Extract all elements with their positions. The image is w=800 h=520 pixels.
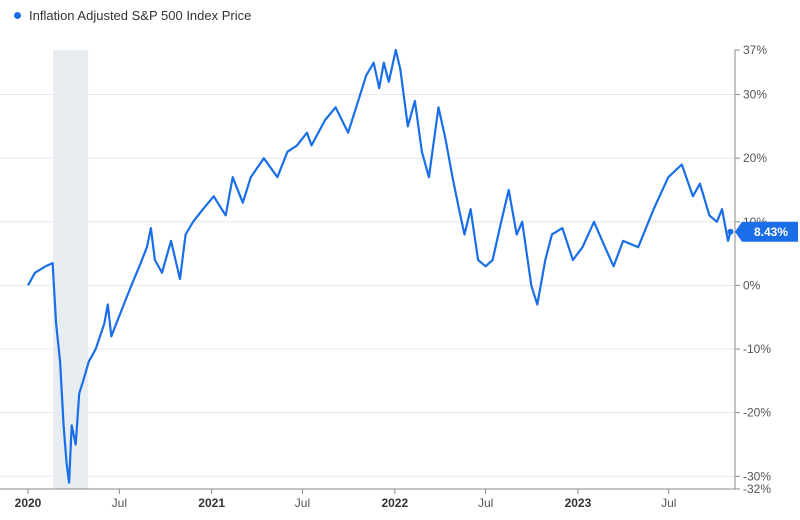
x-tick-label: 2021 <box>198 496 225 510</box>
last-value-label: 8.43% <box>754 225 788 239</box>
last-point-marker <box>727 228 734 235</box>
legend-label: Inflation Adjusted S&P 500 Index Price <box>29 8 252 23</box>
y-tick-label: 30% <box>743 88 767 102</box>
y-tick-label: -10% <box>743 342 771 356</box>
y-tick-label: -30% <box>743 469 771 483</box>
series-line <box>27 48 732 484</box>
last-value-badge <box>735 221 798 242</box>
x-tick-label: Jul <box>478 496 493 510</box>
y-tick-label: 37% <box>743 43 767 57</box>
legend-marker-icon <box>14 12 21 19</box>
x-tick-label: Jul <box>295 496 310 510</box>
recession-shading <box>53 50 89 489</box>
chart-legend: Inflation Adjusted S&P 500 Index Price <box>14 8 251 23</box>
x-tick-label: 2022 <box>381 496 408 510</box>
x-tick-label: Jul <box>661 496 676 510</box>
y-tick-label: -20% <box>743 406 771 420</box>
x-tick-label: 2023 <box>565 496 592 510</box>
y-tick-label: -32% <box>743 482 771 496</box>
y-tick-label: 20% <box>743 151 767 165</box>
y-tick-label: 0% <box>743 278 761 292</box>
x-tick-label: 2020 <box>15 496 42 510</box>
x-tick-label: Jul <box>112 496 127 510</box>
